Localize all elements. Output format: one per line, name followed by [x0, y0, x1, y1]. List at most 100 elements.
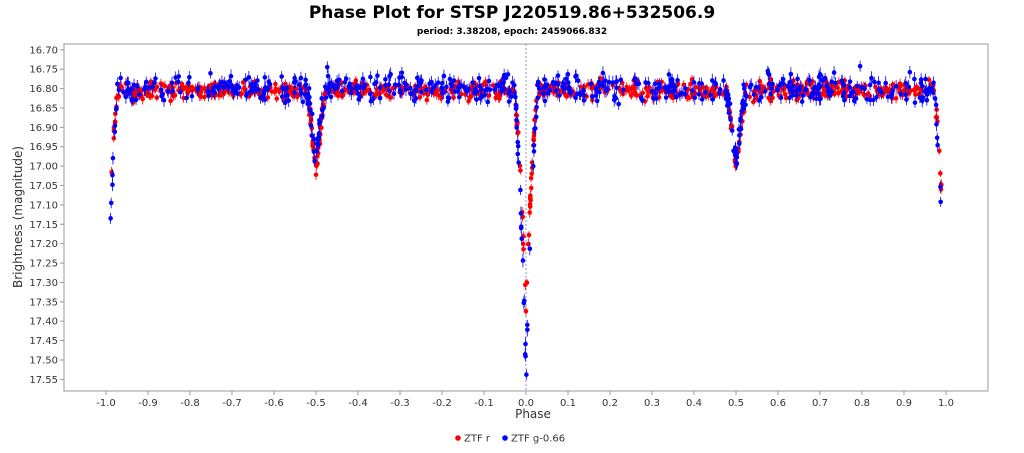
data-point — [336, 77, 342, 83]
data-point — [668, 77, 674, 83]
data-point — [140, 96, 146, 102]
data-point — [511, 82, 517, 88]
data-point — [871, 97, 876, 103]
data-point — [110, 172, 115, 178]
chart-subtitle: period: 3.38208, epoch: 2459066.832 — [417, 27, 607, 37]
data-point — [662, 85, 668, 91]
data-point — [808, 94, 813, 100]
data-point — [869, 75, 874, 81]
data-point — [313, 172, 319, 178]
data-point — [515, 130, 520, 136]
data-point — [933, 102, 939, 108]
y-axis-ticks: 16.70 16.75 16.80 16.85 16.90 16.95 17.00 17.05… — [29, 45, 64, 386]
data-point — [399, 74, 405, 80]
data-point — [704, 85, 709, 91]
data-point — [654, 96, 659, 101]
data-point — [309, 111, 315, 117]
data-point — [148, 79, 154, 84]
data-point — [738, 126, 744, 132]
data-point — [769, 86, 774, 91]
data-point — [528, 175, 534, 181]
y-tick-label: 17.40 — [29, 317, 58, 328]
y-tick-label: 17.45 — [29, 336, 58, 347]
data-point — [165, 89, 171, 95]
data-point — [247, 89, 253, 95]
data-point — [912, 88, 917, 93]
data-point — [893, 96, 899, 101]
data-point — [770, 81, 775, 87]
data-point — [234, 83, 240, 88]
data-point — [811, 91, 816, 97]
data-point — [497, 96, 502, 101]
data-point — [876, 87, 882, 92]
data-point — [934, 135, 940, 141]
data-point — [513, 94, 518, 100]
data-point — [121, 89, 127, 95]
data-point — [597, 89, 602, 95]
data-point — [143, 79, 149, 85]
data-point — [739, 108, 744, 114]
data-point — [534, 104, 539, 110]
legend-marker — [502, 435, 508, 441]
data-point — [762, 88, 768, 94]
data-point — [516, 160, 521, 165]
data-point — [256, 87, 261, 92]
data-point — [439, 85, 444, 91]
data-point — [161, 97, 167, 103]
data-point — [542, 98, 548, 104]
data-point — [800, 93, 806, 98]
data-point — [129, 86, 135, 91]
data-point — [441, 73, 447, 79]
data-point — [917, 95, 923, 100]
x-tick-label: -0.2 — [432, 398, 452, 409]
data-point — [518, 187, 523, 193]
data-point — [696, 91, 702, 97]
data-point — [185, 90, 191, 96]
data-point — [377, 85, 383, 90]
data-point — [854, 83, 860, 89]
data-point — [751, 92, 757, 97]
data-point — [288, 88, 294, 94]
data-point — [478, 86, 484, 92]
data-point — [857, 63, 863, 69]
data-point — [614, 85, 619, 91]
data-point — [831, 84, 837, 89]
data-point — [388, 95, 394, 100]
data-point — [750, 99, 756, 105]
data-point — [564, 93, 569, 99]
data-point — [616, 101, 622, 107]
y-tick-label: 17.10 — [29, 200, 58, 211]
data-point — [343, 76, 349, 82]
data-point — [447, 76, 453, 82]
data-point — [383, 77, 388, 82]
y-tick-label: 17.55 — [29, 375, 58, 386]
data-point — [486, 78, 492, 84]
y-tick-label: 17.15 — [29, 220, 58, 231]
data-point — [514, 117, 519, 123]
data-point — [862, 92, 867, 98]
data-point — [780, 76, 786, 82]
data-point — [563, 76, 569, 82]
data-point — [210, 86, 216, 91]
data-point — [906, 84, 911, 90]
data-point — [322, 84, 328, 90]
data-point — [815, 91, 821, 97]
data-point — [575, 78, 581, 83]
data-point — [483, 87, 488, 93]
data-point — [514, 125, 519, 130]
data-point — [392, 82, 398, 88]
x-tick-label: 0.0 — [518, 398, 534, 409]
x-tick-label: -0.7 — [222, 398, 242, 409]
data-point — [566, 80, 571, 85]
y-tick-label: 17.20 — [29, 239, 58, 250]
data-point — [871, 79, 877, 85]
data-point — [309, 133, 315, 138]
data-point — [274, 96, 280, 101]
data-point — [503, 75, 508, 81]
data-point — [143, 85, 148, 90]
data-point — [542, 84, 547, 90]
data-point — [748, 82, 754, 88]
data-point — [565, 71, 571, 77]
data-point — [485, 99, 491, 105]
